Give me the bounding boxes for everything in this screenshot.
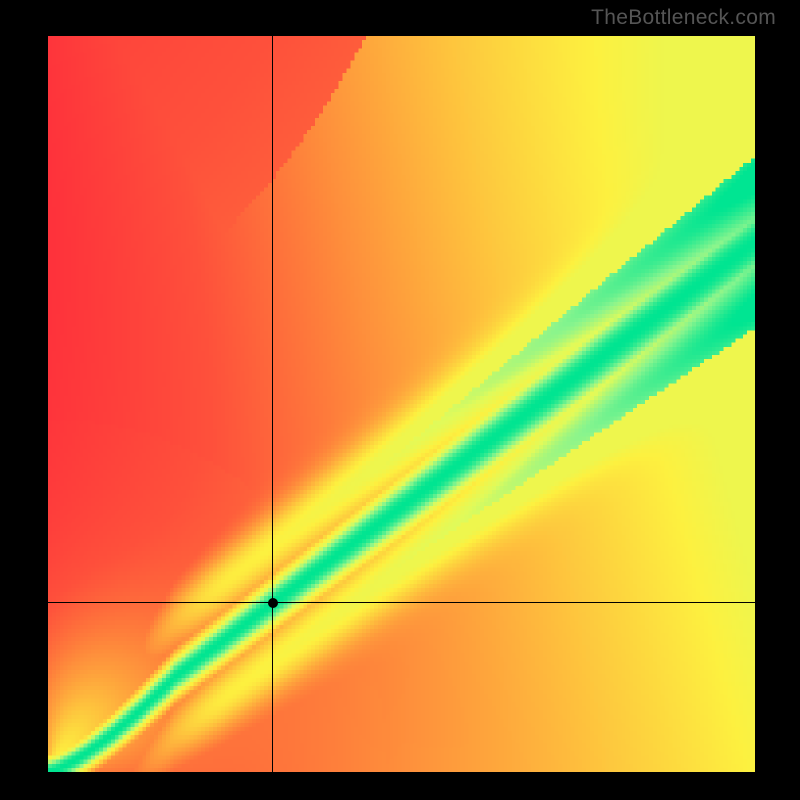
- crosshair-marker: [268, 598, 278, 608]
- figure-container: TheBottleneck.com: [0, 0, 800, 800]
- plot-area: [48, 36, 755, 772]
- heatmap-canvas: [48, 36, 755, 772]
- crosshair-vertical: [272, 36, 273, 772]
- watermark-text: TheBottleneck.com: [591, 6, 776, 30]
- crosshair-horizontal: [48, 602, 755, 603]
